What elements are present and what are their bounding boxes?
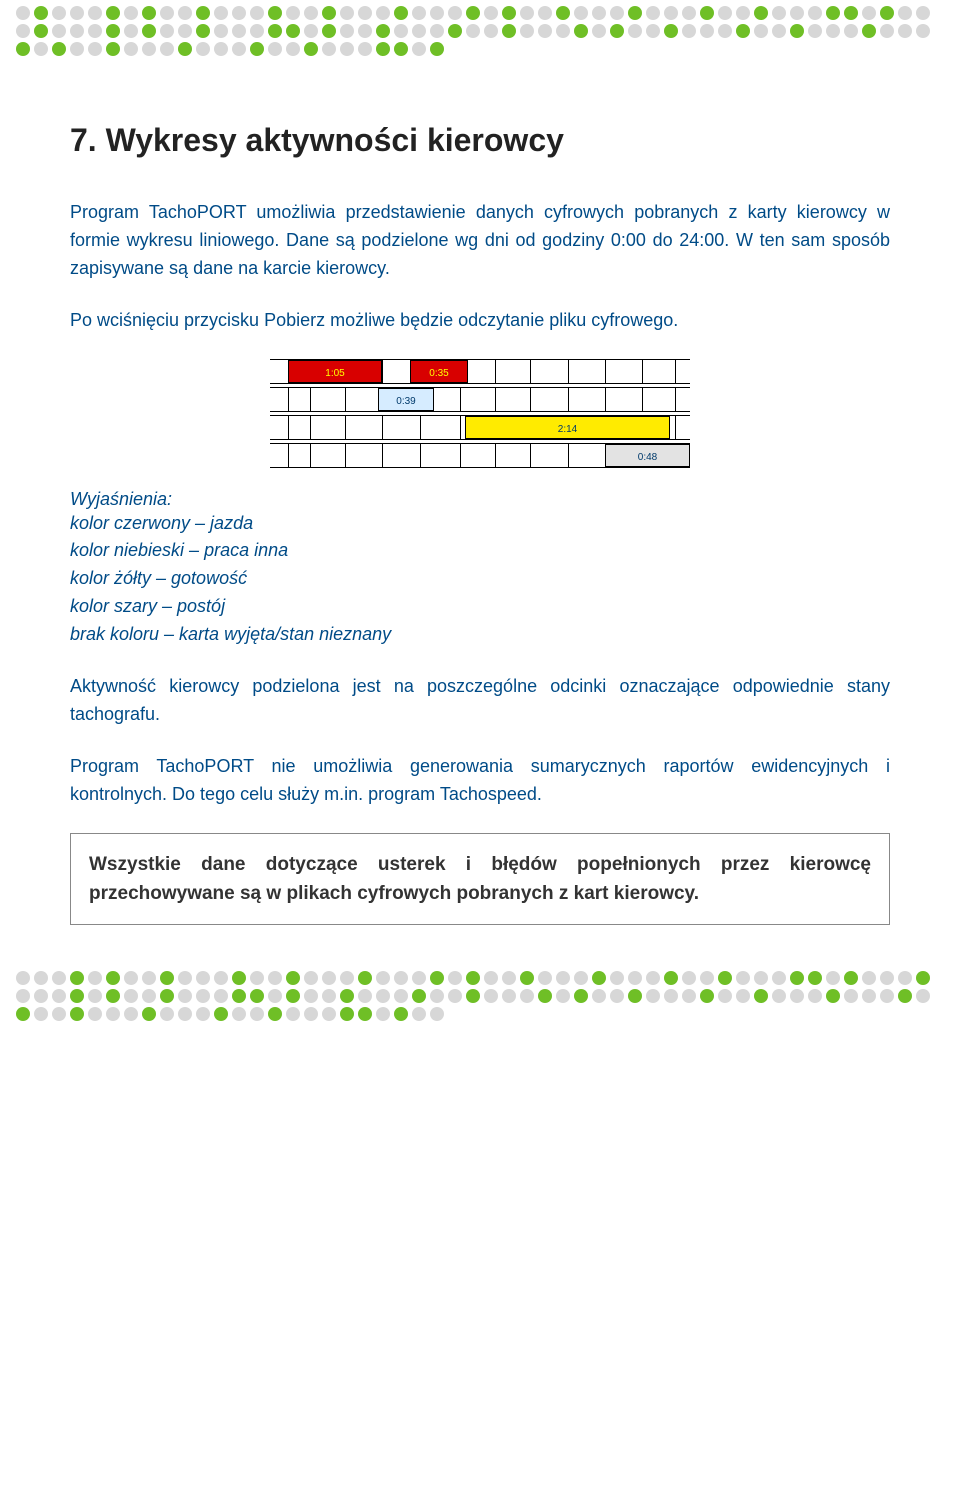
paragraph-activity: Aktywność kierowcy podzielona jest na po… <box>70 673 890 729</box>
intro-paragraph-2: Po wciśnięciu przycisku Pobierz możliwe … <box>70 307 890 335</box>
legend-line-red: kolor czerwony – jazda <box>70 510 890 538</box>
section-heading: 7. Wykresy aktywności kierowcy <box>70 122 890 159</box>
decorative-dots-top <box>0 0 960 62</box>
paragraph-reports: Program TachoPORT nie umożliwia generowa… <box>70 753 890 809</box>
chart-segment: 0:39 <box>378 388 434 411</box>
activity-chart-container: 1:05 0:35 0:39 2:14 0:48 <box>70 359 890 471</box>
chart-segment: 0:35 <box>410 360 468 383</box>
decorative-dots-bottom <box>0 965 960 1027</box>
chart-segment: 2:14 <box>465 416 670 439</box>
intro-paragraph-1: Program TachoPORT umożliwia przedstawien… <box>70 199 890 283</box>
activity-chart: 1:05 0:35 0:39 2:14 0:48 <box>270 359 690 471</box>
legend-line-yellow: kolor żółty – gotowość <box>70 565 890 593</box>
chart-segment: 1:05 <box>288 360 382 383</box>
legend-title: Wyjaśnienia: <box>70 489 890 510</box>
legend-line-gray: kolor szary – postój <box>70 593 890 621</box>
callout-box: Wszystkie dane dotyczące usterek i błędó… <box>70 833 890 926</box>
chart-segment: 0:48 <box>605 444 690 467</box>
callout-text: Wszystkie dane dotyczące usterek i błędó… <box>89 850 871 909</box>
legend-line-none: brak koloru – karta wyjęta/stan nieznany <box>70 621 890 649</box>
page-content: 7. Wykresy aktywności kierowcy Program T… <box>0 62 960 965</box>
legend-line-blue: kolor niebieski – praca inna <box>70 537 890 565</box>
